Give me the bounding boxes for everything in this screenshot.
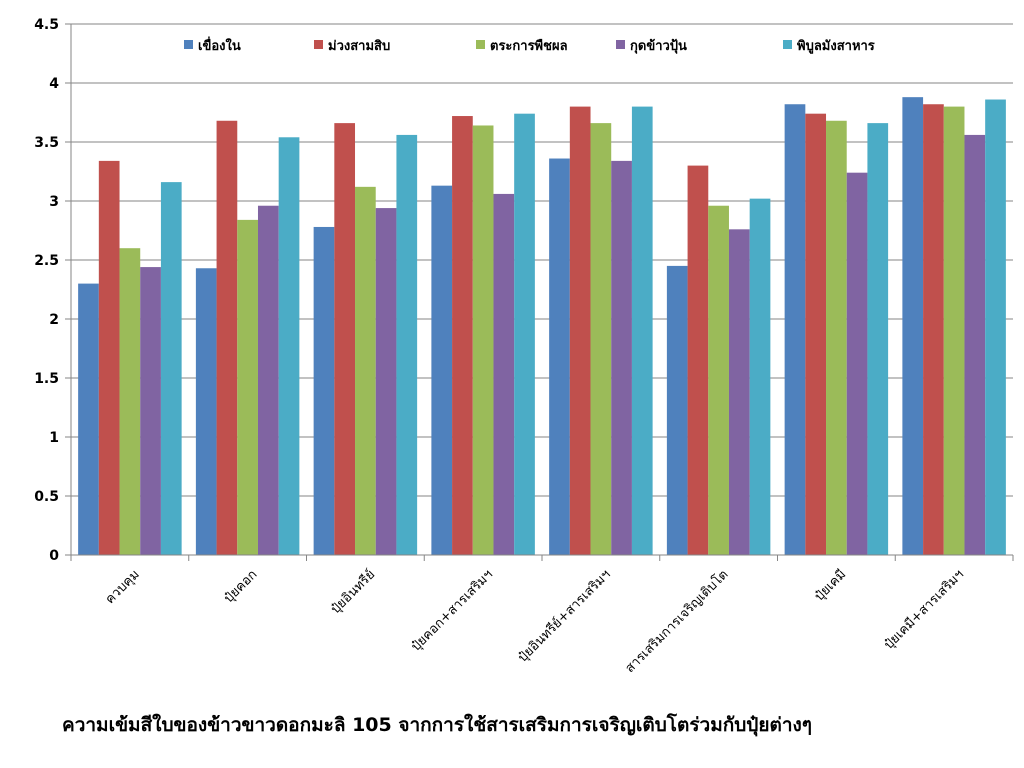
y-tick-label: 0	[49, 548, 59, 564]
x-tick-label: ปุ๋ยคอก	[221, 567, 260, 606]
bar	[278, 137, 300, 555]
bar	[237, 219, 258, 555]
bar	[472, 125, 494, 555]
legend-label: เขื่องใน	[198, 36, 241, 54]
bar	[452, 116, 473, 555]
y-tick-label: 3.5	[34, 135, 59, 151]
x-tick-label: ปุ๋ยคอก+สารเสริมฯ	[409, 567, 496, 654]
legend-label: ตระการพืชผล	[490, 38, 568, 54]
bar	[923, 104, 944, 556]
bar	[216, 120, 238, 555]
bar-chart: 0 0.5 1 1.5 2 2.5 3 3.5 4 4.5 ควบคุม ปุ๋ยคอก ปุ๋ยอิ…	[34, 17, 1014, 677]
bar	[784, 104, 806, 556]
bar	[631, 106, 653, 555]
bar	[313, 226, 335, 555]
bar	[611, 160, 632, 555]
x-tick-label: ปุ๋ยเคมี+สารเสริมฯ	[881, 567, 967, 653]
x-tick-label: ปุ๋ยอินทรีย์	[327, 567, 378, 618]
legend-swatch	[314, 40, 323, 49]
bar	[943, 106, 965, 555]
bar	[549, 158, 570, 555]
bar	[666, 265, 688, 555]
bar	[78, 283, 99, 555]
bar	[375, 208, 397, 555]
legend-label: พิบูลมังสาหาร	[797, 39, 875, 54]
legend: เขื่องใน ม่วงสามสิบ ตระการพืชผล กุดข้าวปุ้น…	[184, 36, 875, 54]
bar	[355, 186, 376, 555]
axes	[70, 24, 1014, 561]
bar	[708, 205, 729, 555]
bar	[257, 205, 279, 555]
x-tick-label: ปุ๋ยอินทรีย์+สารเสริมฯ	[515, 567, 614, 666]
bar	[160, 182, 182, 555]
y-tick-label: 1	[49, 430, 59, 446]
bar	[902, 97, 924, 555]
bar	[805, 113, 827, 556]
bar	[687, 165, 709, 555]
bar	[140, 267, 161, 555]
bar	[985, 99, 1006, 556]
bar	[119, 248, 141, 555]
bar	[195, 268, 217, 555]
legend-label: ม่วงสามสิบ	[328, 39, 390, 54]
x-tick-label: ควบคุม	[103, 567, 143, 607]
y-tick-label: 4.5	[34, 17, 59, 33]
y-tick-label: 1.5	[34, 371, 59, 387]
y-tick-label: 2.5	[34, 253, 59, 269]
bar	[98, 160, 120, 555]
bar	[826, 120, 847, 555]
bar	[493, 193, 515, 556]
legend-swatch	[476, 40, 485, 49]
bar	[749, 198, 771, 555]
y-tick-labels: 0 0.5 1 1.5 2 2.5 3 3.5 4 4.5	[34, 17, 59, 564]
y-tick-label: 3	[49, 194, 59, 210]
bar	[590, 123, 612, 556]
bar	[334, 123, 356, 556]
x-tick-labels: ควบคุม ปุ๋ยคอก ปุ๋ยอินทรีย์ ปุ๋ยคอก+สารเสริ…	[103, 567, 967, 677]
legend-swatch	[184, 40, 193, 49]
legend-label: กุดข้าวปุ้น	[630, 38, 687, 54]
y-tick-label: 4	[49, 76, 59, 92]
y-tick-label: 2	[49, 312, 59, 328]
bar	[396, 134, 418, 556]
y-tick-label: 0.5	[34, 489, 59, 505]
legend-swatch	[616, 40, 625, 49]
bar	[867, 123, 889, 556]
bars	[78, 97, 1006, 556]
chart-caption: ความเข้มสีใบของข้าวขาวดอกมะลิ 105 จากการ…	[62, 714, 812, 736]
bar	[569, 106, 591, 555]
legend-swatch	[783, 40, 792, 49]
bar	[728, 229, 750, 555]
bar	[514, 113, 535, 556]
x-tick-label: สารเสริมการเจริญเติบโต	[622, 567, 732, 677]
x-tick-label: ปุ๋ยเคมี	[811, 567, 849, 605]
bar	[846, 172, 868, 555]
bar	[964, 134, 986, 556]
bar	[431, 185, 453, 555]
